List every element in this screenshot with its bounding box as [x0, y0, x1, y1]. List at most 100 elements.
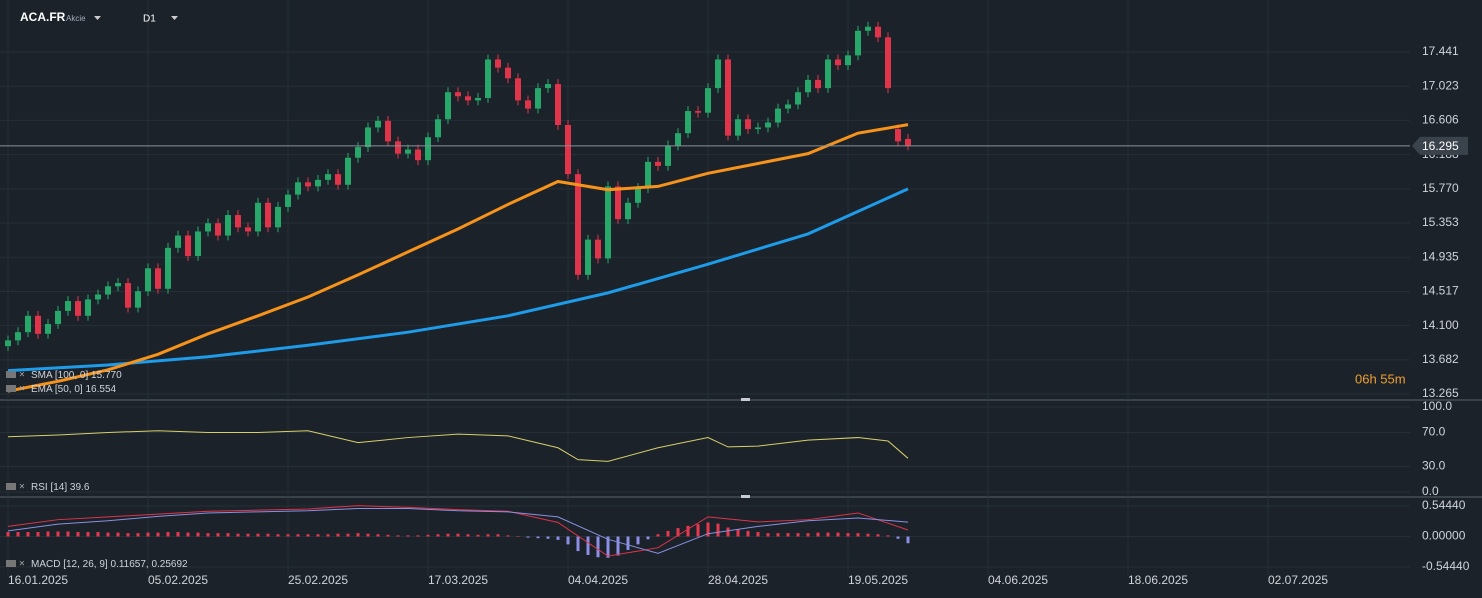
- histogram-bar: [226, 533, 230, 537]
- candle-body: [135, 291, 141, 308]
- x-tick-label: 28.04.2025: [708, 573, 768, 587]
- histogram-bar: [336, 533, 340, 537]
- histogram-bar: [756, 532, 760, 537]
- candle-body: [465, 96, 471, 101]
- y-tick-label: 100.0: [1422, 399, 1452, 413]
- timeframe[interactable]: D1: [143, 14, 156, 25]
- candle-body: [905, 138, 911, 146]
- candle-body: [835, 59, 841, 66]
- histogram-bar: [566, 536, 570, 545]
- candle-body: [635, 188, 641, 203]
- histogram-bar: [186, 532, 190, 537]
- candle-body: [445, 92, 451, 120]
- timeframe-dropdown[interactable]: [171, 16, 178, 20]
- candle-body: [495, 59, 501, 68]
- legend-remove[interactable]: ×: [19, 559, 25, 570]
- indicator-line: [7, 123, 909, 393]
- symbol[interactable]: ACA.FR: [20, 10, 66, 24]
- histogram-bar: [286, 534, 290, 537]
- candle-body: [705, 88, 711, 113]
- legend-value: 39.6: [70, 482, 90, 493]
- histogram-bar: [156, 532, 160, 537]
- candle-body: [385, 120, 391, 142]
- histogram-bar: [686, 525, 690, 537]
- y-tick-label: -0.54440: [1422, 559, 1470, 573]
- histogram-bar: [406, 535, 410, 537]
- candle-body: [785, 104, 791, 109]
- histogram-bar: [396, 535, 400, 537]
- legend-remove[interactable]: ×: [19, 370, 25, 381]
- x-tick-label: 05.02.2025: [148, 573, 208, 587]
- legend-name: EMA [50, 0]: [31, 384, 83, 395]
- legend-icon[interactable]: [6, 385, 16, 392]
- candle-body: [815, 79, 821, 89]
- histogram-bar: [886, 535, 890, 537]
- histogram-bar: [636, 536, 640, 545]
- candle-body: [205, 223, 211, 232]
- histogram-bar: [386, 534, 390, 537]
- y-tick-label: 17.023: [1422, 78, 1459, 92]
- histogram-bar: [506, 535, 510, 537]
- histogram-bar: [256, 533, 260, 537]
- histogram-bar: [646, 536, 650, 540]
- candle-body: [5, 340, 11, 347]
- legend-remove[interactable]: ×: [19, 384, 25, 395]
- indicator-line: [7, 507, 909, 554]
- legend-remove[interactable]: ×: [19, 482, 25, 493]
- histogram-bar: [586, 536, 590, 555]
- histogram-bar: [366, 533, 370, 537]
- y-tick-label: 13.682: [1422, 352, 1459, 366]
- candle-body: [115, 283, 121, 287]
- legend-value: 0.11657, 0.25692: [110, 559, 188, 570]
- candle-body: [405, 149, 411, 154]
- candle-body: [185, 235, 191, 257]
- legend-macd: × MACD [12, 26, 9] 0.11657, 0.25692: [6, 559, 188, 570]
- y-tick-label: 16.606: [1422, 113, 1459, 127]
- x-tick-label: 25.02.2025: [288, 573, 348, 587]
- symbol-dropdown[interactable]: [94, 16, 101, 20]
- candle-body: [845, 55, 851, 66]
- legend-icon[interactable]: [6, 560, 16, 567]
- histogram-bar: [766, 533, 770, 537]
- resize-handle[interactable]: [741, 398, 750, 401]
- x-tick-label: 16.01.2025: [8, 573, 68, 587]
- histogram-bar: [66, 531, 70, 537]
- indicator-line: [7, 430, 909, 462]
- candle-body: [865, 26, 871, 31]
- candle-body: [375, 120, 381, 128]
- y-tick-label: 0.0: [1422, 484, 1439, 498]
- candle-body: [535, 88, 541, 109]
- histogram-bar: [306, 534, 310, 537]
- histogram-bar: [76, 532, 80, 537]
- candle-body: [425, 137, 431, 161]
- candle-body: [485, 59, 491, 98]
- histogram-bar: [296, 534, 300, 537]
- candle-body: [645, 161, 651, 189]
- candle-body: [885, 37, 891, 89]
- candle-body: [255, 202, 261, 232]
- histogram-bar: [416, 535, 420, 537]
- y-tick-label: 14.100: [1422, 318, 1459, 332]
- histogram-bar: [266, 533, 270, 537]
- candle-body: [615, 186, 621, 220]
- histogram-bar: [376, 534, 380, 537]
- histogram-bar: [796, 533, 800, 537]
- histogram-bar: [606, 536, 610, 558]
- histogram-bar: [786, 533, 790, 537]
- resize-handle[interactable]: [741, 495, 750, 498]
- legend-icon[interactable]: [6, 483, 16, 490]
- y-tick-label: 70.0: [1422, 425, 1446, 439]
- indicator-line: [7, 187, 909, 373]
- indicator-line: [7, 505, 909, 557]
- histogram-bar: [106, 532, 110, 537]
- legend-icon[interactable]: [6, 371, 16, 378]
- histogram-bar: [16, 532, 20, 537]
- candle-body: [305, 182, 311, 187]
- histogram-bar: [56, 531, 60, 537]
- legend-rsi: × RSI [14] 39.6: [6, 482, 90, 493]
- candle-body: [725, 59, 731, 136]
- candle-body: [265, 202, 271, 228]
- histogram-bar: [6, 532, 10, 537]
- x-tick-label: 02.07.2025: [1268, 573, 1328, 587]
